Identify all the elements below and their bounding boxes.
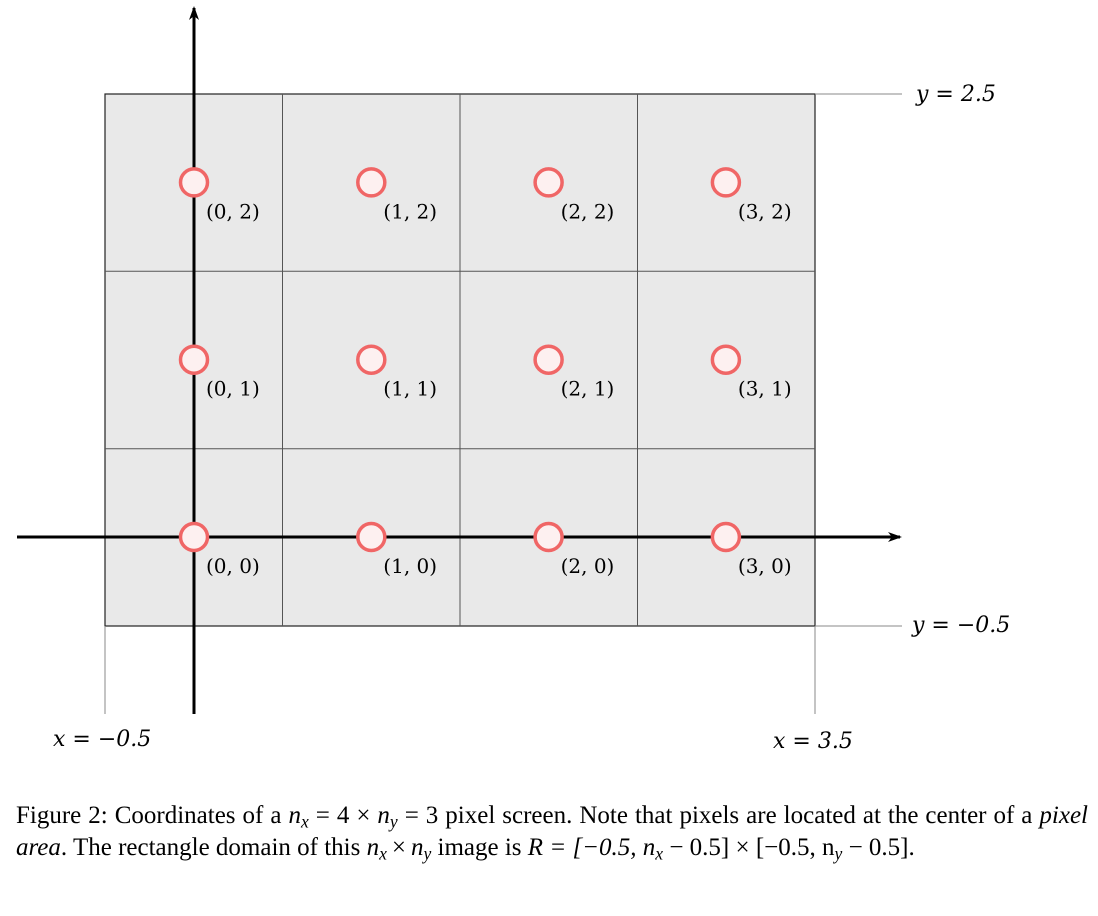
pixel-center-marker [533,167,564,198]
pixel-center-marker [710,521,742,553]
ny-symbol: n [377,802,390,829]
boundary-extension-lines [104,93,902,714]
x-left-boundary-label: x = −0.5 [53,727,151,752]
pixel-coordinate-label: (2, 1) [561,377,615,401]
pixel-center-marker [710,344,742,375]
y-top-boundary-label: y = 2.5 [915,82,996,107]
pixel-coordinate-label: (3, 2) [738,199,792,223]
pixel-area-emphasis: pixel area [16,802,1088,861]
pixel-coordinate-label: (0, 2) [206,199,260,223]
pixel-coordinate-label: (3, 0) [738,554,792,578]
pixel-center-marker [178,167,210,198]
caption-text: image is [437,833,522,861]
nx-subscript: x [655,842,664,863]
nx-equals-4: = 4 × [308,802,378,829]
nx-symbol: n [288,802,301,829]
domain-expression: R = [−0.5, n [527,833,656,861]
pixel-center-marker [356,167,387,198]
nx-subscript: x [379,842,387,863]
ny-equals-3: = 3 [397,802,439,829]
caption-text: pixel screen. Note that pixels are locat… [445,802,1033,829]
caption-text: . The rectangle domain of this [60,833,361,861]
pixel-center-marker [533,521,564,553]
pixel-center-marker [356,344,387,375]
caption-text: Coordinates of a [114,802,282,829]
pixel-center-marker [178,521,210,553]
pixel-coordinate-label: (0, 0) [206,554,260,578]
y-bottom-boundary-label: y = −0.5 [911,613,1010,638]
nx-symbol: n [366,833,380,861]
pixel-coordinate-label: (1, 1) [383,377,437,401]
pixel-center-marker [533,344,564,375]
nx-subscript: x [300,811,309,832]
domain-expression: − 0.5]. [842,833,915,861]
pixel-coordinate-label: (1, 2) [383,199,437,223]
pixel-center-marker [356,521,387,553]
ny-symbol: n [411,833,424,861]
pixel-coordinate-label: (0, 1) [206,377,260,401]
pixel-coordinate-label: (3, 1) [738,377,792,401]
domain-expression: − 0.5] × [−0.5, n [663,833,835,861]
pixel-coordinate-label: (2, 0) [561,554,615,578]
ny-subscript: y [834,842,843,863]
pixel-grid-diagram: (0, 0) (1, 0) (2, 0) (3, 0) (0, 1) (1, 1) (2, … [17,6,1010,754]
pixel-center-marker [178,344,210,375]
ny-subscript: y [389,811,398,832]
pixel-coordinate-label: (1, 0) [383,554,437,578]
ny-subscript: y [423,842,432,863]
pixel-coordinate-label: (2, 2) [561,199,615,223]
figure-label: Figure 2: [16,802,108,829]
x-right-boundary-label: x = 3.5 [773,729,853,754]
pixel-center-marker [710,167,742,198]
pixel-centers: (0, 0) (1, 0) (2, 0) (3, 0) (0, 1) (1, 1) (2, … [178,167,792,578]
figure-caption: Figure 2: Coordinates of a nx = 4 × ny =… [16,802,1088,863]
